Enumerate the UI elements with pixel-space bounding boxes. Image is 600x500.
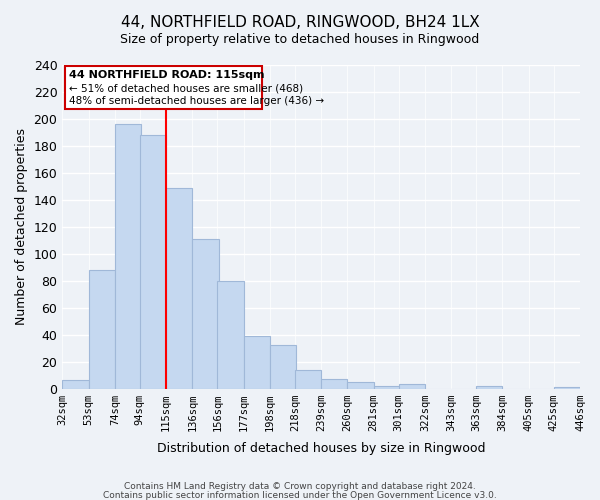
- Bar: [347, 382, 374, 388]
- Bar: [476, 386, 502, 388]
- Text: 44 NORTHFIELD ROAD: 115sqm: 44 NORTHFIELD ROAD: 115sqm: [68, 70, 264, 81]
- Bar: [398, 384, 425, 388]
- Bar: [217, 280, 244, 388]
- Bar: [89, 270, 115, 388]
- Bar: [193, 239, 218, 388]
- Bar: [115, 124, 141, 388]
- Bar: [554, 387, 580, 388]
- Bar: [270, 346, 296, 389]
- Bar: [166, 188, 193, 388]
- Bar: [295, 370, 321, 388]
- Text: 44, NORTHFIELD ROAD, RINGWOOD, BH24 1LX: 44, NORTHFIELD ROAD, RINGWOOD, BH24 1LX: [121, 15, 479, 30]
- Bar: [244, 336, 270, 388]
- FancyBboxPatch shape: [65, 66, 262, 110]
- X-axis label: Distribution of detached houses by size in Ringwood: Distribution of detached houses by size …: [157, 442, 485, 455]
- Bar: [140, 135, 166, 388]
- Text: Contains HM Land Registry data © Crown copyright and database right 2024.: Contains HM Land Registry data © Crown c…: [124, 482, 476, 491]
- Text: 48% of semi-detached houses are larger (436) →: 48% of semi-detached houses are larger (…: [68, 96, 323, 106]
- Text: ← 51% of detached houses are smaller (468): ← 51% of detached houses are smaller (46…: [68, 84, 302, 94]
- Bar: [374, 386, 400, 388]
- Y-axis label: Number of detached properties: Number of detached properties: [15, 128, 28, 326]
- Text: Contains public sector information licensed under the Open Government Licence v3: Contains public sector information licen…: [103, 490, 497, 500]
- Bar: [321, 379, 347, 388]
- Bar: [62, 380, 89, 388]
- Text: Size of property relative to detached houses in Ringwood: Size of property relative to detached ho…: [121, 32, 479, 46]
